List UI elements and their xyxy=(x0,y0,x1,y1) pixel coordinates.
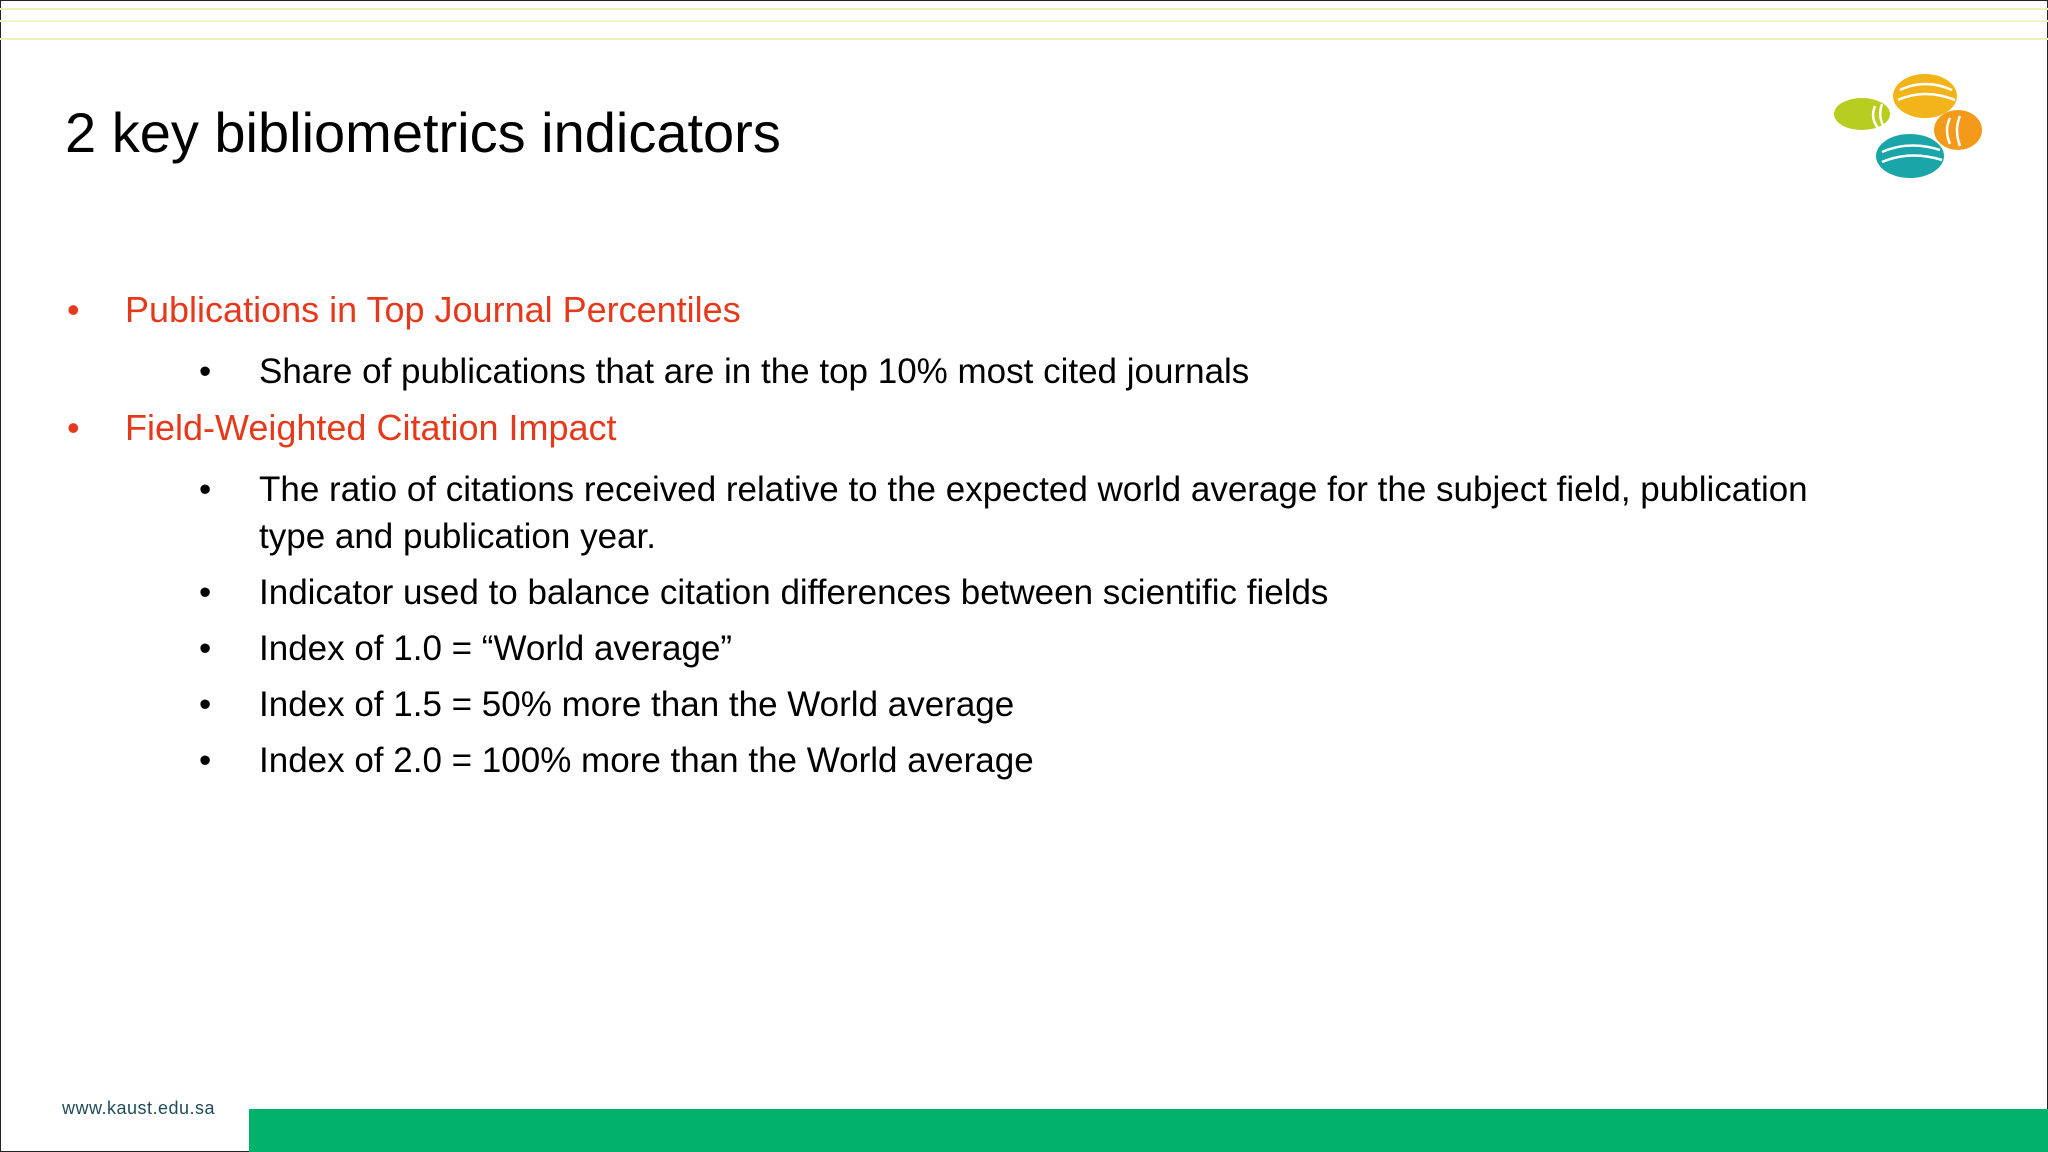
sub-list: The ratio of citations received relative… xyxy=(65,466,1865,784)
bullet-list: Publications in Top Journal Percentiles S… xyxy=(65,286,1865,793)
sub-bullet: The ratio of citations received relative… xyxy=(199,466,1819,560)
sub-bullet: Index of 2.0 = 100% more than the World … xyxy=(199,737,1819,784)
footer-bar xyxy=(249,1109,2048,1152)
sub-bullet: Indicator used to balance citation diffe… xyxy=(199,569,1819,616)
footer-url: www.kaust.edu.sa xyxy=(62,1098,216,1118)
sub-bullet: Index of 1.5 = 50% more than the World a… xyxy=(199,681,1819,728)
sub-bullet: Share of publications that are in the to… xyxy=(199,348,1819,395)
logo xyxy=(1834,74,1982,178)
slide-title: 2 key bibliometrics indicators xyxy=(65,101,781,164)
decor-line xyxy=(0,38,2048,40)
sub-list: Share of publications that are in the to… xyxy=(65,348,1865,395)
sub-bullet: Index of 1.0 = “World average” xyxy=(199,625,1819,672)
decor-line xyxy=(0,8,2048,10)
bullet-heading: Publications in Top Journal Percentiles xyxy=(65,286,1865,334)
decor-line xyxy=(0,20,2048,22)
bullet-heading: Field-Weighted Citation Impact xyxy=(65,404,1865,452)
